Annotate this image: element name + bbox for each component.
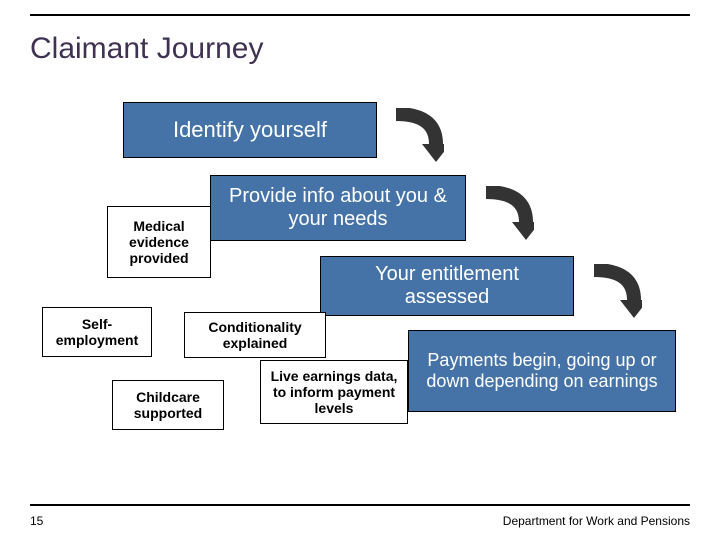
box-medical: Medical evidence provided <box>107 206 211 278</box>
box-provide-label: Provide info about you & your needs <box>221 185 455 231</box>
box-identify: Identify yourself <box>123 102 377 158</box>
page-title: Claimant Journey <box>30 32 263 66</box>
box-earnings: Live earnings data, to inform payment le… <box>260 360 408 424</box>
box-payments: Payments begin, going up or down dependi… <box>408 330 676 412</box>
bottom-rule <box>30 504 690 506</box>
box-entitlement-label: Your entitlement assessed <box>331 263 563 309</box>
flow-arrow-2 <box>482 186 534 242</box>
box-selfemp-label: Self-employment <box>51 316 143 348</box>
box-selfemp: Self-employment <box>42 307 152 357</box>
flow-arrow-3 <box>590 264 642 320</box>
box-medical-label: Medical evidence provided <box>116 218 202 266</box>
box-provide: Provide info about you & your needs <box>210 175 466 241</box>
box-conditionality: Conditionality explained <box>184 312 326 358</box>
box-identify-label: Identify yourself <box>173 117 327 143</box>
flow-arrow-1 <box>392 108 444 164</box>
footer-text: Department for Work and Pensions <box>503 514 690 528</box>
box-childcare-label: Childcare supported <box>121 389 215 421</box>
box-childcare: Childcare supported <box>112 380 224 430</box>
box-payments-label: Payments begin, going up or down dependi… <box>419 350 665 392</box>
box-conditionality-label: Conditionality explained <box>193 319 317 351</box>
slide-number: 15 <box>30 514 43 528</box>
box-entitlement: Your entitlement assessed <box>320 256 574 316</box>
top-rule <box>30 14 690 16</box>
box-earnings-label: Live earnings data, to inform payment le… <box>269 368 399 416</box>
slide: Claimant Journey Identify yourself Provi… <box>0 0 720 540</box>
